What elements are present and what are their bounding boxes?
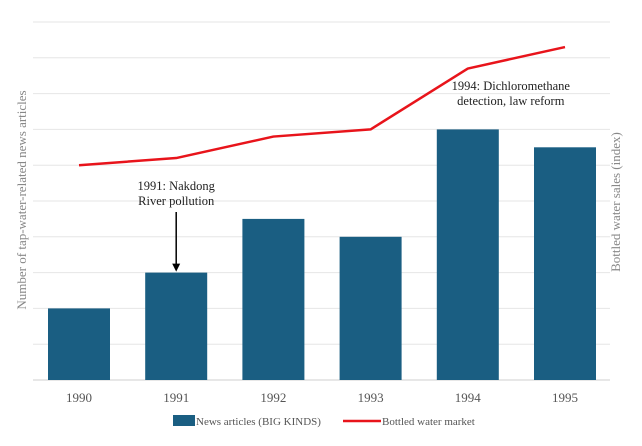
annotation-text: 1994: Dichloromethane detection, law refo… <box>452 79 571 108</box>
legend-swatch-bar <box>173 415 195 426</box>
line-series <box>78 45 566 167</box>
bar <box>436 129 499 380</box>
bar <box>145 272 208 380</box>
bar <box>48 308 110 380</box>
series-line <box>78 45 566 167</box>
annotation-line: 1991: Nakdong <box>137 179 215 193</box>
x-tick-label: 1992 <box>260 390 286 405</box>
gridlines <box>33 21 610 381</box>
annotation-text: 1991: Nakdong River pollution <box>137 179 215 208</box>
x-tick-label: 1994 <box>455 390 482 405</box>
annotation-line: detection, law reform <box>457 94 565 108</box>
bar <box>339 236 402 380</box>
y-axis-label: Number of tap-water-related news article… <box>14 90 29 309</box>
x-tick-label: 1991 <box>163 390 189 405</box>
annotations: 1991: Nakdong River pollution 1994: Dichlo… <box>137 79 570 272</box>
annotation-arrow-head <box>172 263 181 272</box>
annotation-line: River pollution <box>138 194 215 208</box>
legend-label: Bottled water market <box>382 416 475 428</box>
x-tick-label: 1995 <box>552 390 578 405</box>
bar <box>242 218 305 380</box>
x-tick-label: 1990 <box>66 390 92 405</box>
legend: News articles (BIG KINDS) Bottled water m… <box>173 415 475 428</box>
bar-series <box>48 129 596 380</box>
y2-axis-label: Bottled water sales (index) <box>608 132 623 272</box>
annotation-line: 1994: Dichloromethane <box>452 79 571 93</box>
x-tick-label: 1993 <box>358 390 384 405</box>
legend-label: News articles (BIG KINDS) <box>196 416 321 428</box>
x-axis: 1990 1991 1992 1993 1994 1995 <box>66 390 578 405</box>
bar <box>534 147 596 380</box>
